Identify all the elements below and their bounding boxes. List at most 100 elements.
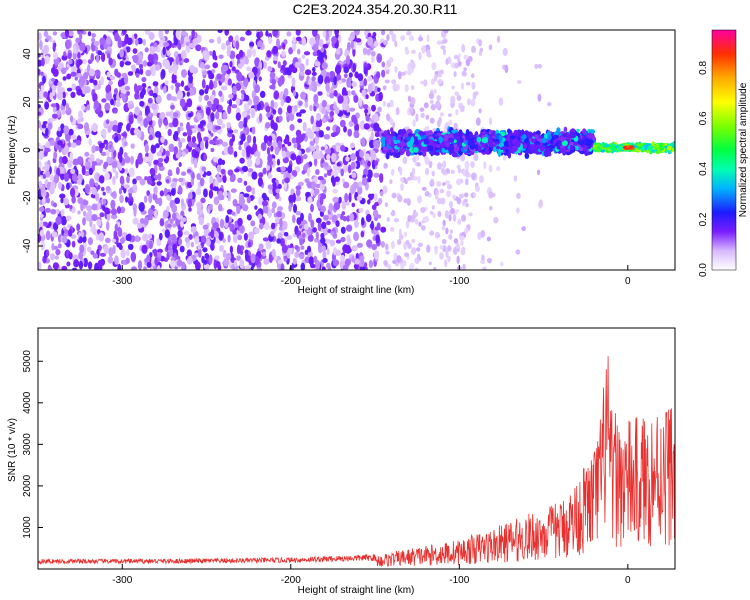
heatmap-cell [475, 185, 480, 192]
heatmap-cell [71, 173, 78, 182]
heatmap-cell [86, 205, 93, 212]
heatmap-cell [229, 60, 233, 68]
heatmap-cell [404, 84, 409, 93]
heatmap-cell [187, 192, 193, 201]
heatmap-cell [128, 114, 134, 125]
heatmap-cell [153, 265, 157, 270]
heatmap-cell [515, 249, 521, 255]
heatmap-cell [227, 78, 232, 86]
heatmap-cell [345, 55, 351, 65]
heatmap-cell [272, 122, 278, 132]
heatmap-cell [77, 118, 81, 125]
heatmap-cell [143, 195, 148, 203]
heatmap-cell [363, 78, 367, 87]
heatmap-cell [258, 113, 263, 123]
heatmap-cell [274, 217, 281, 224]
heatmap-cell [306, 167, 311, 177]
heatmap-cell [517, 80, 522, 84]
heatmap-cell [93, 79, 98, 86]
heatmap-cell [315, 61, 321, 67]
heatmap-cell [67, 159, 73, 169]
heatmap-cell [286, 105, 293, 114]
heatmap-cell [403, 198, 409, 204]
heatmap-cell [377, 197, 383, 205]
heatmap-cell [411, 49, 416, 55]
heatmap-cell [351, 245, 358, 252]
heatmap-cell [103, 161, 109, 168]
heatmap-cell [293, 143, 298, 149]
heatmap-cell [418, 51, 422, 61]
heatmap-cell [409, 108, 413, 114]
heatmap-cell [240, 89, 246, 94]
heatmap-cell [435, 189, 440, 196]
heatmap-cell [151, 103, 158, 111]
heatmap-cell [117, 263, 122, 270]
heatmap-cell [534, 63, 539, 69]
heatmap-cell [45, 170, 51, 178]
heatmap-cell [487, 139, 494, 147]
heatmap-cell [110, 146, 115, 153]
heatmap-cell [321, 107, 327, 115]
heatmap-cell [116, 242, 122, 248]
heatmap-cell [146, 254, 151, 262]
heatmap-cell [281, 244, 288, 254]
heatmap-cell [433, 88, 437, 94]
heatmap-cell [503, 140, 509, 147]
heatmap-cell [470, 161, 475, 169]
heatmap-cell [326, 220, 331, 226]
heatmap-cell [515, 140, 521, 148]
heatmap-cell [177, 42, 182, 51]
heatmap-cell [117, 227, 123, 238]
heatmap-cell [173, 37, 179, 46]
heatmap-cell [114, 223, 118, 233]
heatmap-cell [138, 201, 145, 212]
heatmap-cell [442, 39, 448, 44]
heatmap-cell [168, 143, 175, 153]
heatmap-cell [312, 30, 318, 37]
heatmap-cell [230, 188, 237, 193]
heatmap-cell [169, 218, 174, 225]
heatmap-cell [394, 66, 398, 73]
heatmap-cell [251, 187, 256, 196]
heatmap-cell [45, 141, 51, 149]
heatmap-cell [210, 112, 215, 122]
heatmap-cell [173, 146, 179, 155]
heatmap-cell [63, 125, 70, 135]
heatmap-cell [354, 258, 360, 265]
heatmap-cell [83, 122, 90, 132]
heatmap-cell [133, 207, 137, 217]
heatmap-cell [483, 161, 487, 169]
heatmap-cell [378, 91, 383, 102]
heatmap-cell [98, 232, 105, 242]
heatmap-cell [434, 245, 439, 251]
heatmap-cell [273, 90, 280, 100]
heatmap-cell [308, 78, 312, 86]
heatmap-cell [446, 184, 453, 190]
heatmap-cell [283, 88, 289, 97]
heatmap-cell [475, 117, 481, 126]
heatmap-cell [374, 132, 380, 138]
heatmap-cell [188, 43, 195, 48]
heatmap-cell [380, 226, 387, 233]
heatmap-cell [217, 104, 223, 113]
heatmap-cell [80, 201, 84, 212]
heatmap-cell [251, 171, 258, 180]
heatmap-cell [342, 215, 347, 222]
heatmap-cell [321, 117, 327, 124]
heatmap-cell [166, 50, 171, 57]
heatmap-cell [366, 178, 372, 183]
heatmap-cell [156, 151, 162, 157]
heatmap-cell [460, 137, 464, 143]
heatmap-cell [453, 71, 457, 78]
heatmap-cell [104, 237, 111, 244]
heatmap-cell [228, 216, 232, 223]
heatmap-cell [247, 241, 252, 248]
heatmap-cell [582, 144, 588, 151]
heatmap-cell [272, 30, 278, 38]
heatmap-cell [81, 165, 86, 176]
heatmap-cell [179, 122, 184, 127]
heatmap-cell [148, 32, 155, 41]
heatmap-cell [536, 169, 541, 176]
heatmap-cell [120, 248, 126, 259]
heatmap-cell [367, 75, 373, 82]
